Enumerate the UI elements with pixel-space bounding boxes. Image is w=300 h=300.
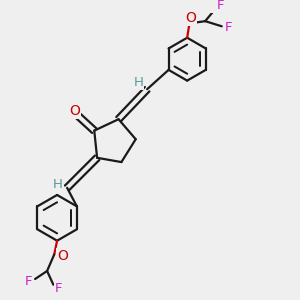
Text: O: O (57, 249, 68, 263)
Text: O: O (69, 104, 80, 118)
Text: O: O (185, 11, 196, 25)
Text: F: F (224, 21, 232, 34)
Text: F: F (217, 0, 224, 12)
Text: H: H (134, 76, 143, 89)
Text: F: F (55, 282, 62, 295)
Text: H: H (53, 178, 63, 191)
Text: F: F (25, 275, 32, 288)
